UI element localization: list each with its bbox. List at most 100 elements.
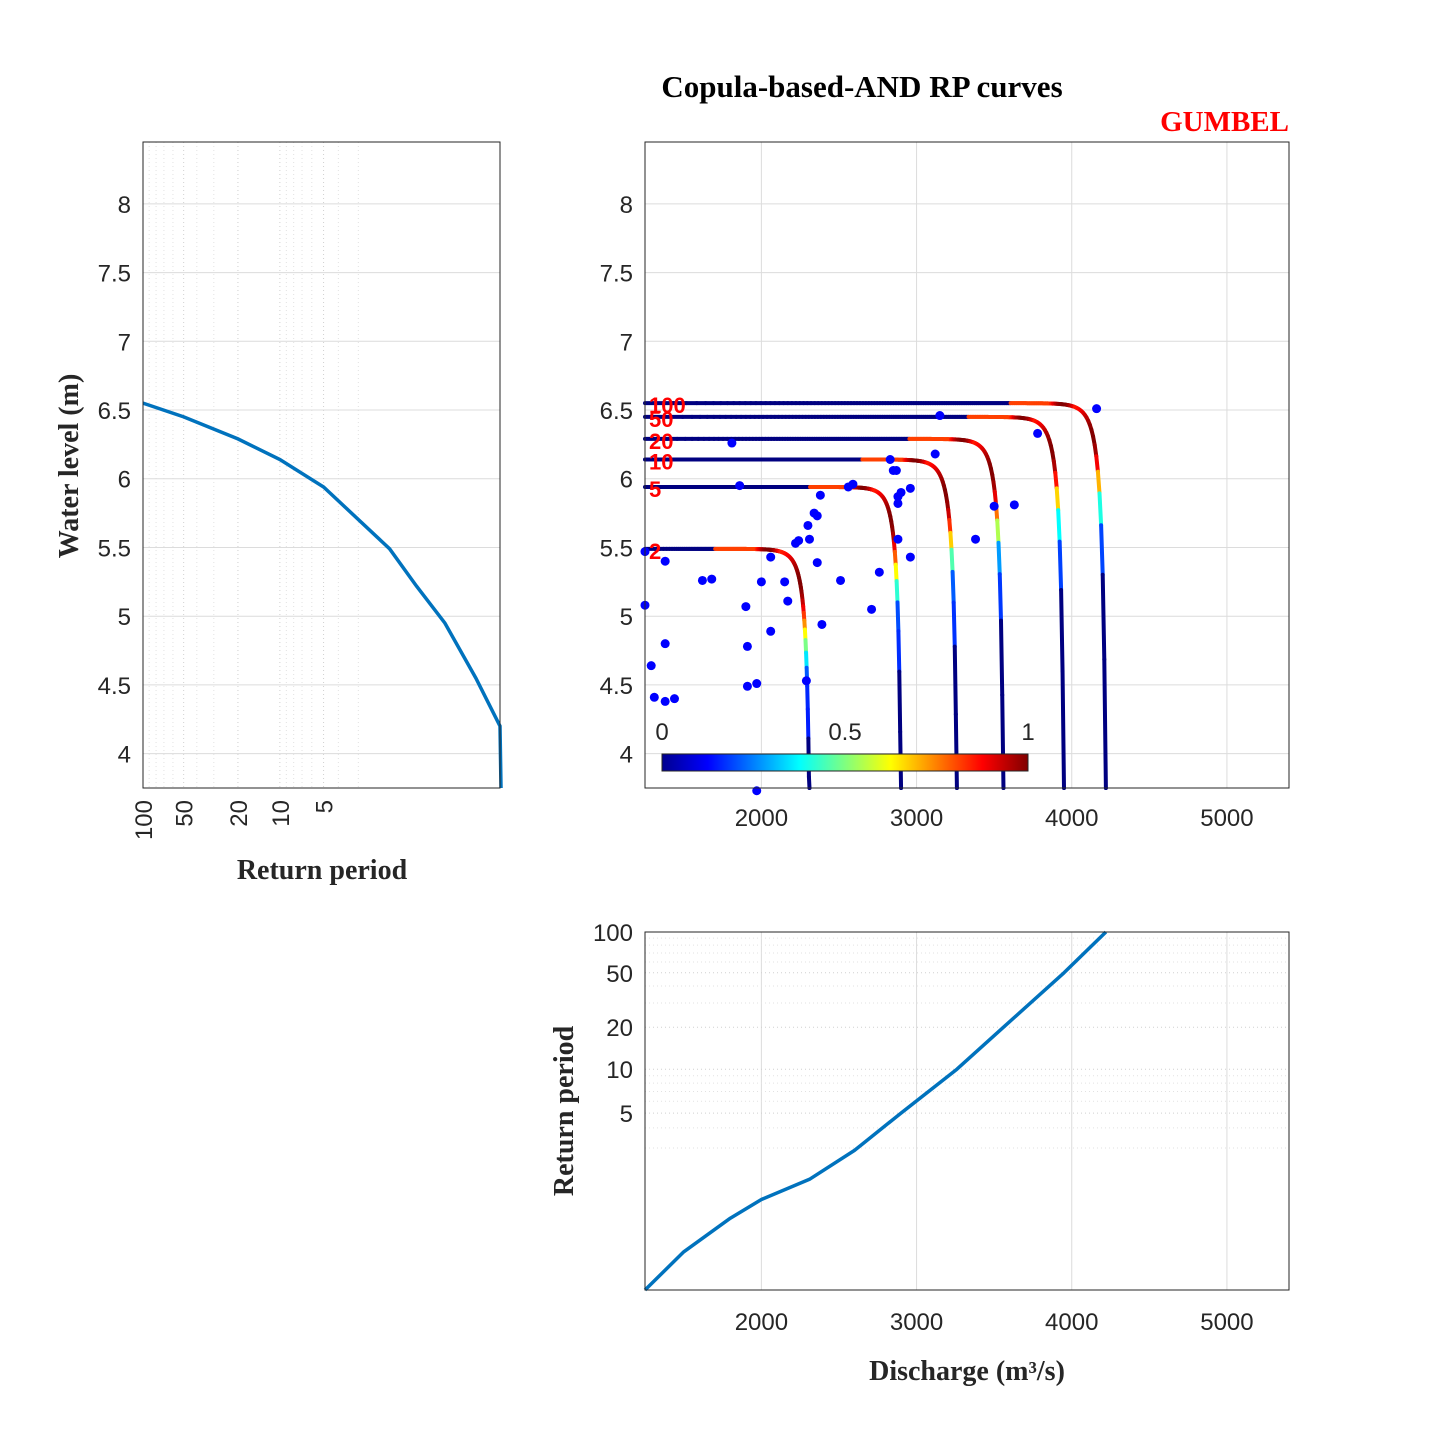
observed-point	[935, 411, 945, 421]
left-y-axis-label: Water level (m)	[54, 374, 85, 559]
bottom-y-tick: 20	[606, 1015, 633, 1042]
main-y-tick: 8	[620, 192, 633, 219]
water-level-curve	[142, 401, 503, 789]
bottom-grid	[645, 931, 1289, 1290]
rp-curve-segment	[952, 644, 958, 717]
left-y-tick: 8	[118, 192, 131, 219]
rp-curve-segment	[805, 684, 810, 712]
observed-point	[801, 676, 811, 686]
rp-curve-segment	[1053, 470, 1059, 491]
rp-curve-segment	[892, 549, 898, 567]
main-x-tick: 5000	[1200, 805, 1253, 832]
observed-point	[697, 575, 707, 585]
rp-curve-segment	[895, 600, 901, 634]
rp-curve-segment	[951, 600, 957, 649]
observed-point	[893, 534, 903, 544]
observed-point	[989, 501, 999, 511]
observed-point	[660, 639, 670, 649]
rp-curve-segment	[893, 562, 899, 583]
observed-point	[874, 567, 884, 577]
left-y-tick: 6	[118, 467, 131, 494]
bottom-y-axis-label: Return period	[549, 1025, 580, 1196]
main-x-tick: 4000	[1045, 805, 1098, 832]
observed-point	[766, 552, 776, 562]
main-x-tick: 3000	[890, 805, 943, 832]
bottom-x-tick: 4000	[1045, 1309, 1098, 1336]
rp-curve-segment	[1094, 454, 1100, 474]
rp-curve-segment	[804, 650, 809, 670]
observed-point	[660, 696, 670, 706]
rp-curve-segment	[1095, 469, 1102, 496]
observed-point	[707, 574, 717, 584]
colorbar-gradient	[661, 753, 1029, 772]
left-y-tick: 7.5	[98, 261, 131, 288]
rp-curve-segment	[1057, 539, 1064, 592]
rp-curve-segment	[1056, 508, 1062, 544]
colorbar-tick-1: 1	[1021, 719, 1034, 746]
main-y-tick: 4	[620, 742, 633, 769]
observed-point	[783, 596, 793, 606]
left-x-tick: 10	[268, 800, 295, 827]
observed-point	[896, 487, 906, 497]
bottom-y-tick: 100	[593, 920, 633, 947]
rp-curve-5	[643, 484, 904, 790]
observed-point	[741, 602, 751, 612]
bottom-axes-box	[644, 931, 1290, 1291]
observed-point	[660, 556, 670, 566]
observed-point	[812, 558, 822, 568]
rp-curve-segment	[953, 712, 959, 790]
colorbar-tick-mid: 0.5	[828, 719, 861, 746]
rp-curve-segment	[1102, 657, 1108, 790]
observed-point	[756, 577, 766, 587]
left-x-tick: 50	[172, 800, 199, 827]
rp-curve-segment	[894, 578, 900, 605]
observed-point	[1092, 404, 1102, 414]
rp-label-50: 50	[649, 407, 673, 432]
left-x-axis-label: Return period	[237, 855, 408, 886]
rp-label-2: 2	[649, 539, 661, 564]
main-plot-area	[645, 142, 1289, 788]
figure-title: Copula-based-AND RP curves	[661, 69, 1062, 104]
observed-point	[867, 604, 877, 614]
main-y-tick: 7.5	[600, 261, 633, 288]
left-grid	[142, 142, 500, 788]
left-x-tick: 20	[226, 800, 253, 827]
rp-curve-segment	[1099, 523, 1105, 577]
left-plot-area	[143, 142, 500, 788]
rp-curve-segment	[948, 530, 954, 552]
rp-curve-segment	[897, 669, 903, 734]
left-y-tick: 4	[118, 742, 131, 769]
main-y-tick: 6	[620, 467, 633, 494]
rp-curve-segment	[997, 572, 1003, 623]
observed-point	[794, 536, 804, 546]
rp-label-10: 10	[649, 450, 673, 475]
observed-point	[930, 449, 940, 459]
observed-point	[649, 692, 659, 702]
observed-point	[735, 481, 745, 491]
rp-curve-segment	[947, 518, 953, 535]
discharge-curve	[643, 930, 1108, 1292]
left-y-tick: 7	[118, 329, 131, 356]
rp-curve-segment	[1054, 486, 1061, 513]
observed-point	[742, 641, 752, 651]
observed-point	[815, 490, 825, 500]
rp-curve-segment	[949, 547, 955, 574]
observed-point	[780, 577, 790, 587]
copula-family-label: GUMBEL	[1160, 106, 1289, 138]
main-y-tick: 5.5	[600, 535, 633, 562]
observed-point	[905, 552, 915, 562]
bottom-plot-area	[645, 932, 1289, 1290]
observed-point	[893, 498, 903, 508]
rp-curve-segment	[996, 540, 1002, 577]
rp-curve-segment	[998, 618, 1005, 697]
main-y-tick: 4.5	[600, 673, 633, 700]
bottom-x-tick: 3000	[890, 1309, 943, 1336]
rp-label-5: 5	[649, 477, 661, 502]
rp-curve-segment	[1060, 669, 1066, 790]
rp-label-20: 20	[649, 429, 673, 454]
rp-curve-segment	[1000, 692, 1006, 790]
rp-curve-50	[643, 414, 1066, 790]
observed-point	[727, 438, 737, 448]
observed-point	[646, 661, 656, 671]
